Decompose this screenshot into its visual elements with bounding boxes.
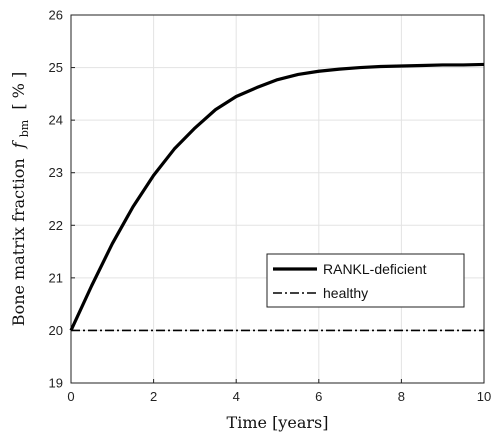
x-tick-label: 4 [233, 389, 240, 404]
x-tick-label: 0 [67, 389, 74, 404]
series-line-rankl-deficient [69, 62, 485, 332]
y-tick-label: 24 [49, 113, 63, 128]
legend-label-rankl-deficient: RANKL-deficient [323, 261, 427, 277]
y-tick-label: 25 [49, 60, 63, 75]
plot-frame [70, 14, 485, 384]
y-axis-title-subscript: bm [18, 119, 31, 137]
x-tick-label: 10 [477, 389, 491, 404]
y-axis-title: Bone matrix fraction f bm [ % ] [9, 72, 32, 326]
y-tick-label: 20 [49, 323, 63, 338]
x-axis-title: Time [years] [227, 413, 329, 432]
x-axis: 0 2 4 6 8 10 [67, 379, 491, 404]
x-tick-label: 2 [150, 389, 157, 404]
y-tick-label: 26 [49, 8, 63, 23]
y-axis-title-symbol: f [9, 139, 28, 149]
legend-label-healthy: healthy [323, 285, 368, 301]
series-group [69, 62, 485, 332]
legend-box [266, 253, 465, 308]
y-axis-title-unit: [ % ] [9, 72, 28, 110]
x-tick-label: 6 [315, 389, 322, 404]
y-tick-label: 19 [49, 376, 63, 391]
y-tick-label: 23 [49, 165, 63, 180]
grid [71, 15, 484, 383]
y-axis-title-text: Bone matrix fraction [9, 158, 28, 326]
legend: RANKL-deficient healthy [266, 253, 465, 308]
y-tick-label: 21 [49, 270, 63, 285]
x-tick-label: 8 [398, 389, 405, 404]
y-tick-label: 22 [49, 218, 63, 233]
